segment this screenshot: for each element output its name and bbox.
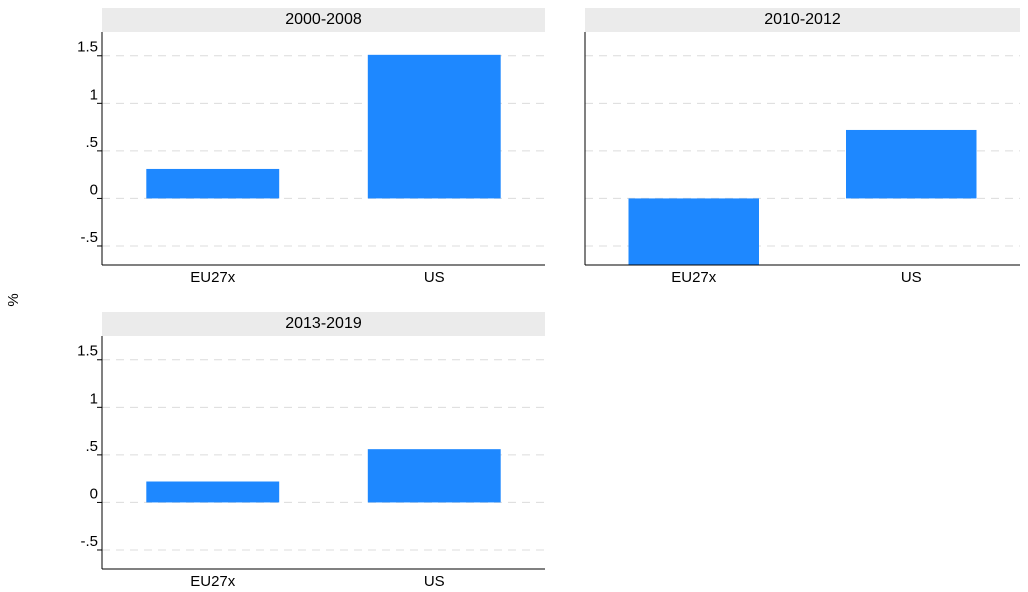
x-tick-label: US [424, 573, 445, 590]
x-tick-label: EU27x [190, 269, 236, 286]
panel-header [585, 8, 1020, 32]
y-tick-label: 1.5 [77, 39, 98, 56]
panel-title: 2013-2019 [285, 315, 362, 332]
y-tick-label: 0 [90, 485, 98, 502]
bar [146, 168, 280, 199]
x-tick-label: US [424, 269, 445, 286]
y-tick-label: -.5 [80, 533, 98, 550]
panel-title: 2000-2008 [285, 11, 362, 28]
panel-header [102, 8, 545, 32]
panel-header [102, 312, 545, 336]
y-tick-label: 1 [90, 86, 98, 103]
x-tick-label: EU27x [671, 269, 717, 286]
y-tick-label: 0 [90, 181, 98, 198]
bar [367, 449, 501, 503]
x-tick-label: EU27x [190, 573, 236, 590]
panel-title: 2010-2012 [764, 11, 841, 28]
bar [146, 481, 280, 503]
y-tick-label: -.5 [80, 229, 98, 246]
x-tick-label: US [901, 269, 922, 286]
bar [846, 129, 977, 199]
y-tick-label: .5 [85, 438, 98, 455]
y-tick-label: 1 [90, 390, 98, 407]
y-axis-label: % [5, 293, 22, 306]
y-tick-label: 1.5 [77, 343, 98, 360]
y-tick-label: .5 [85, 134, 98, 151]
bar [367, 54, 501, 199]
bar [628, 198, 759, 265]
